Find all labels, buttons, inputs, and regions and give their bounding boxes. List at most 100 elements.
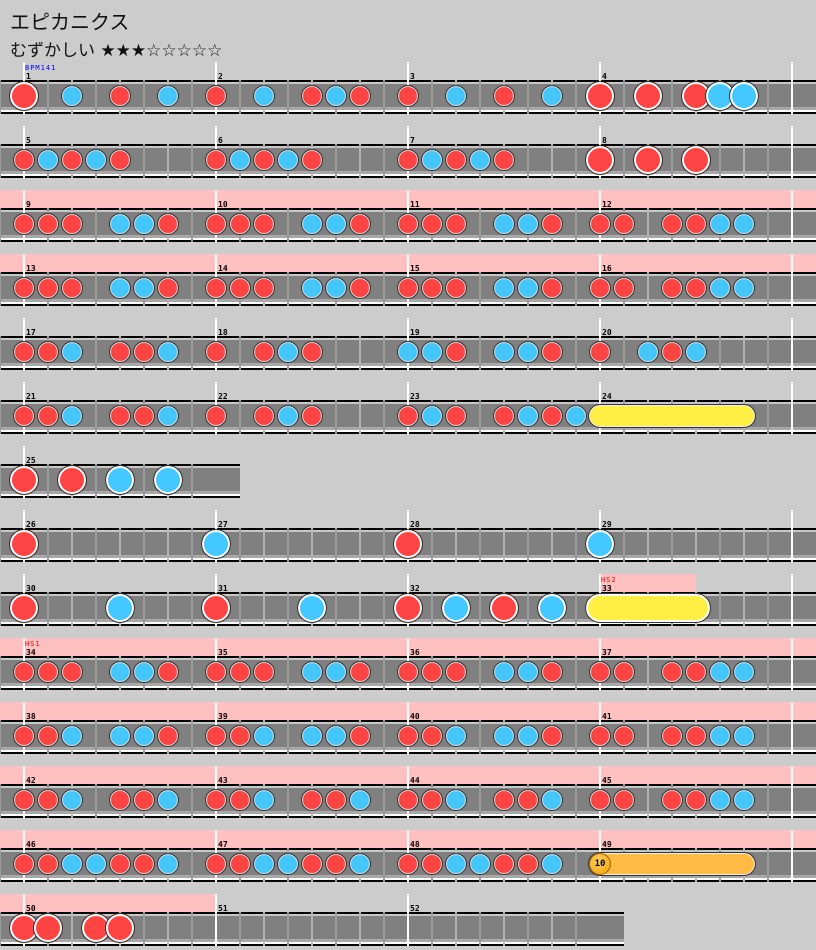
ka-note [301,213,323,235]
gogo-band [408,702,600,720]
barline [791,126,793,178]
grid-line [623,80,625,114]
ka-note [517,341,539,363]
don-note [157,661,179,683]
grid-line [503,528,505,562]
don-note [541,725,563,747]
don-note [589,277,611,299]
ka-note [421,405,443,427]
don-note [661,277,683,299]
don-note [541,341,563,363]
don-note [397,277,419,299]
measure-number: 9 [26,200,31,209]
grid-line [167,528,169,562]
grid-line [647,784,649,818]
grid-line [143,80,145,114]
gogo-band [216,766,408,784]
grid-line [767,336,769,370]
barline [215,894,217,946]
grid-line [0,912,1,946]
ka-note [109,661,131,683]
barline [791,638,793,690]
barline [791,254,793,306]
grid-line [527,592,529,626]
grid-line [383,848,385,882]
grid-line [167,592,169,626]
ka-note [517,213,539,235]
don-note [253,149,275,171]
measure-number: 26 [26,520,36,529]
don-big-note [393,529,423,559]
ka-big-note [441,593,471,623]
grid-line [359,528,361,562]
measure-number: 30 [26,584,36,593]
don-big-note [393,593,423,623]
measure-number: 14 [218,264,228,273]
don-note [493,853,515,875]
grid-line [191,272,193,306]
grid-line [143,144,145,178]
grid-line [0,80,1,114]
grid-line [239,528,241,562]
don-note [229,213,251,235]
don-note [517,853,539,875]
measure-number: 32 [410,584,420,593]
ka-note [517,405,539,427]
ka-note [709,725,731,747]
grid-line [359,912,361,946]
gogo-band [216,190,408,208]
grid-line [623,144,625,178]
grid-line [479,528,481,562]
don-note [13,405,35,427]
chart-row: 17 18 19 20 [0,316,816,374]
don-note [13,661,35,683]
grid-line [767,208,769,242]
don-note [349,661,371,683]
ka-note [253,789,275,811]
chart-row: 25 [0,444,816,502]
grid-line [287,80,289,114]
grid-line [575,592,577,626]
grid-line [647,272,649,306]
grid-line [191,592,193,626]
grid-line [479,208,481,242]
grid-line [95,656,97,690]
don-note [541,405,563,427]
ka-note [133,725,155,747]
gogo-band [216,638,408,656]
chart-row: 26 27 28 29 [0,508,816,566]
gogo-band [408,830,600,848]
chart-row: 46 47 48 49 10 [0,828,816,886]
ka-note [85,149,107,171]
measure-number: 40 [410,712,420,721]
grid-line [239,592,241,626]
gogo-band [600,190,816,208]
measure-number: 43 [218,776,228,785]
ka-note [493,213,515,235]
grid-line [335,592,337,626]
don-note [13,149,35,171]
ka-note [277,341,299,363]
ka-note [133,277,155,299]
ka-note [469,149,491,171]
grid-line [191,144,193,178]
don-note [13,277,35,299]
hs-label: HS2 [601,576,617,584]
grid-line [191,336,193,370]
measure-number: 6 [218,136,223,145]
difficulty-line: むずかしい ★★★☆☆☆☆☆ [10,36,222,61]
ka-note [325,725,347,747]
grid-line [95,784,97,818]
chart-row: 30 31 32 33 HS2 [0,572,816,630]
ka-note [469,853,491,875]
don-note [301,853,323,875]
don-note [157,277,179,299]
don-note [493,85,515,107]
ka-note [109,213,131,235]
grid-line [143,464,145,498]
don-note [157,213,179,235]
grid-line [383,336,385,370]
don-note [13,213,35,235]
grid-line [263,592,265,626]
don-note [109,789,131,811]
